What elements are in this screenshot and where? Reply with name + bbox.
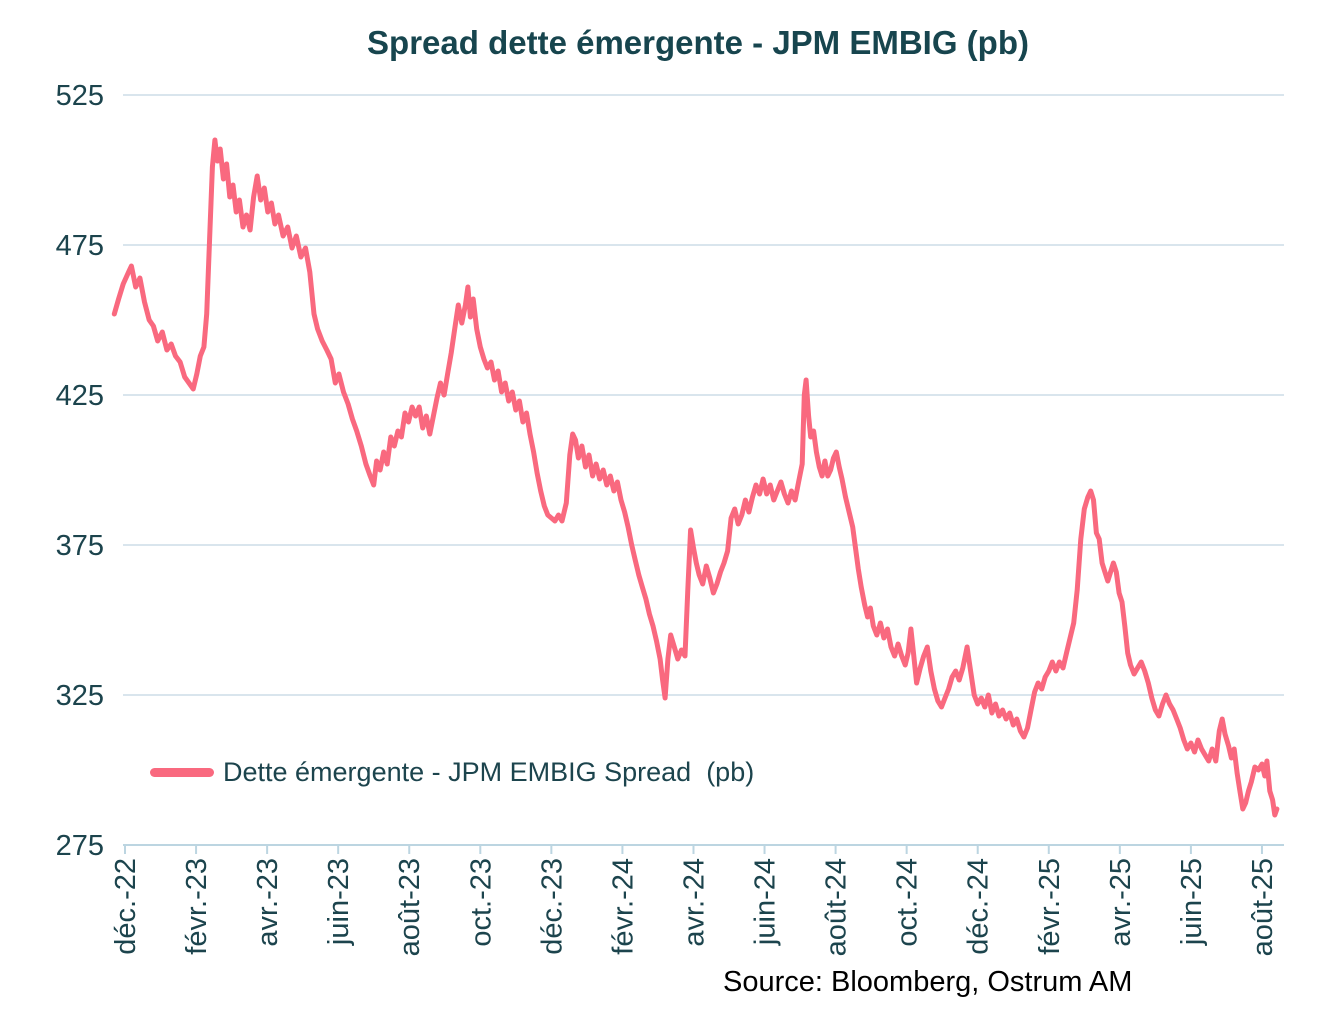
y-tick-label: 475 xyxy=(56,230,104,262)
y-tick-label: 425 xyxy=(56,380,104,412)
x-tick-label: oct.-24 xyxy=(892,858,924,947)
x-tick-label: déc.-22 xyxy=(110,858,142,955)
x-tick-label: avr.-24 xyxy=(678,858,710,947)
legend-label: Dette émergente - JPM EMBIG Spread (pb) xyxy=(223,756,755,787)
x-tick-label: juin-24 xyxy=(750,858,782,946)
x-tick-label: juin-23 xyxy=(323,858,355,946)
x-tick-label: avr.-25 xyxy=(1105,858,1137,947)
x-tick-label: août-24 xyxy=(821,858,853,956)
x-tick-label: déc.-24 xyxy=(963,858,995,955)
y-tick-label: 525 xyxy=(56,80,104,112)
y-tick-label: 375 xyxy=(56,530,104,562)
y-tick-label: 325 xyxy=(56,680,104,712)
series-line xyxy=(111,137,1280,818)
x-tick-label: févr.-25 xyxy=(1034,858,1066,955)
source-text: Source: Bloomberg, Ostrum AM xyxy=(723,966,1133,998)
legend-line-swatch xyxy=(150,767,214,777)
x-tick-label: févr.-23 xyxy=(181,858,213,955)
legend: Dette émergente - JPM EMBIG Spread (pb) xyxy=(150,757,754,787)
x-tick-label: févr.-24 xyxy=(607,858,639,955)
x-tick-label: août-25 xyxy=(1247,858,1279,956)
x-tick-label: août-23 xyxy=(394,858,426,956)
y-tick-label: 275 xyxy=(56,830,104,862)
x-tick-label: juin-25 xyxy=(1176,858,1208,946)
x-tick-label: déc.-23 xyxy=(536,858,568,955)
x-tick-label: oct.-23 xyxy=(465,858,497,947)
chart-title: Spread dette émergente - JPM EMBIG (pb) xyxy=(367,24,1029,61)
x-tick-label: avr.-23 xyxy=(252,858,284,947)
